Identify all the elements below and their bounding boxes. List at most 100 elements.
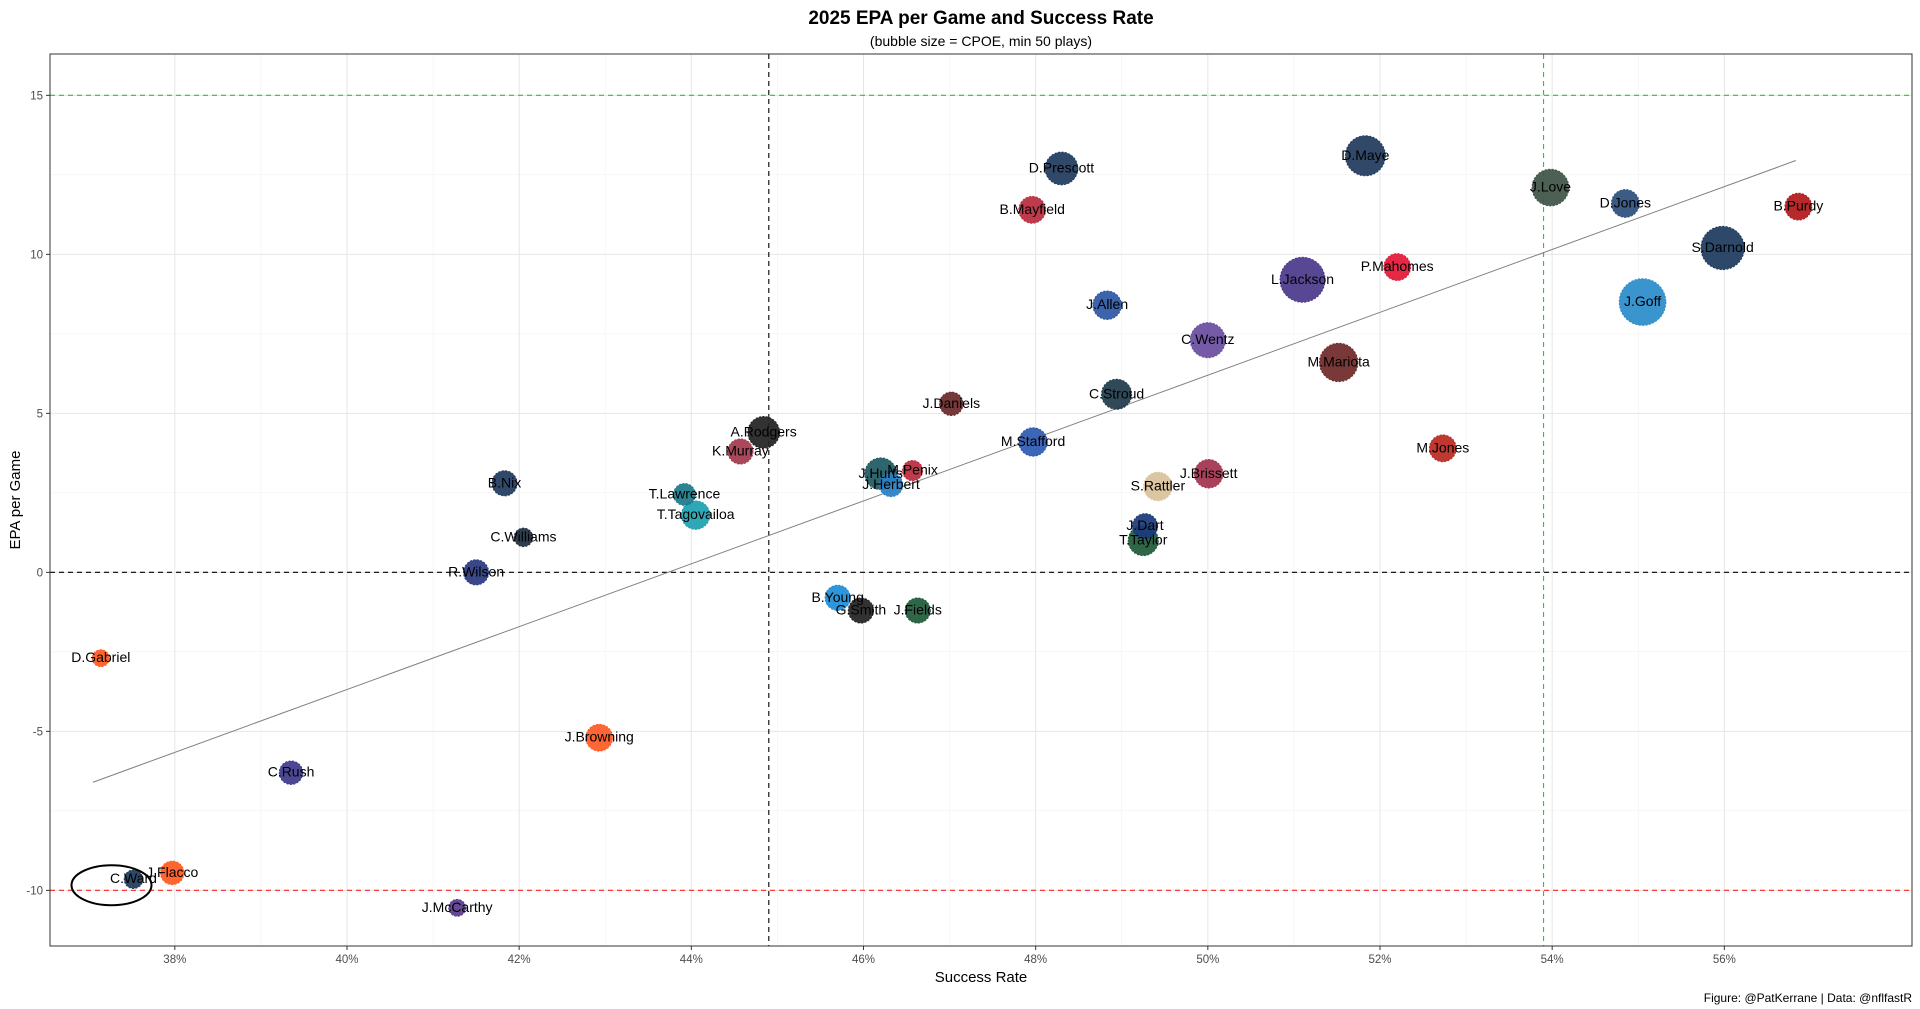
x-axis: 38% 40% 42% 44% 46% 48% 50% 52% 54% 56% xyxy=(163,946,1736,966)
player-label: B.Young xyxy=(811,589,863,605)
x-tick-label: 50% xyxy=(1196,954,1219,966)
player-label: T.Lawrence xyxy=(649,485,721,501)
bubble-c-ward xyxy=(123,869,144,889)
player-label: C.Stroud xyxy=(1089,385,1144,401)
trend-line xyxy=(92,160,1796,783)
x-tick-label: 44% xyxy=(680,954,703,966)
player-label: G.Smith xyxy=(836,602,887,618)
bubble-r-wilson xyxy=(463,559,490,586)
bubble-s-rattler xyxy=(1143,471,1173,502)
player-label: D.Gabriel xyxy=(71,649,130,665)
y-tick-label: -10 xyxy=(26,885,43,897)
bubble-b-mayfield xyxy=(1018,195,1047,224)
player-label: A.Rodgers xyxy=(731,423,797,439)
player-label: J.Hurts xyxy=(859,465,903,481)
bubble-g-smith xyxy=(847,597,874,624)
bubble-c-williams xyxy=(513,527,534,548)
player-label: T.Taylor xyxy=(1119,532,1168,548)
bubble-b-nix xyxy=(491,470,518,497)
x-tick-label: 42% xyxy=(508,954,531,966)
y-tick-label: -5 xyxy=(33,726,43,738)
player-label: J.Browning xyxy=(565,729,634,745)
player-label: S.Rattler xyxy=(1131,477,1186,493)
x-tick-label: 56% xyxy=(1713,954,1736,966)
bubble-m-penix xyxy=(901,459,924,482)
y-axis-label: EPA per Game xyxy=(7,451,24,550)
bubble-j-browning xyxy=(585,723,614,752)
bubble-d-maye xyxy=(1344,135,1386,177)
player-label: J.Allen xyxy=(1086,296,1128,312)
player-label: D.Maye xyxy=(1341,147,1389,163)
player-label: J.Daniels xyxy=(923,395,981,411)
bubble-j-goff xyxy=(1618,278,1667,326)
y-tick-label: 15 xyxy=(30,90,43,102)
trend-line-group xyxy=(92,160,1796,783)
player-label: S.Darnold xyxy=(1691,239,1753,255)
bubble-j-brissett xyxy=(1193,459,1224,489)
plot-panel-border xyxy=(49,53,1913,947)
x-tick-label: 38% xyxy=(163,954,186,966)
plot-panel xyxy=(50,54,1912,946)
bubble-j-daniels xyxy=(939,391,964,417)
player-label: J.Herbert xyxy=(862,476,920,492)
bubble-j-dart xyxy=(1131,513,1159,540)
y-tick-label: 10 xyxy=(30,249,43,261)
chart-subtitle: (bubble size = CPOE, min 50 plays) xyxy=(870,33,1092,49)
player-label: C.Williams xyxy=(490,528,556,544)
player-label: J.Dart xyxy=(1126,517,1163,533)
bubble-j-love xyxy=(1531,168,1570,207)
bubble-d-prescott xyxy=(1044,151,1079,186)
bubble-t-tagovailoa xyxy=(680,500,711,530)
player-label: M.Stafford xyxy=(1001,433,1065,449)
bubble-l-jackson xyxy=(1279,256,1326,303)
player-label: M.Jones xyxy=(1416,439,1469,455)
player-label: L.Jackson xyxy=(1271,271,1334,287)
player-label: J.Fields xyxy=(894,602,942,618)
bubbles xyxy=(91,135,1813,917)
player-label: T.Tagovailoa xyxy=(657,506,735,522)
x-tick-label: 46% xyxy=(852,954,875,966)
player-label: D.Jones xyxy=(1600,194,1651,210)
player-label: J.Brissett xyxy=(1180,465,1238,481)
player-label: J.Goff xyxy=(1624,293,1661,309)
player-label: M.Mariota xyxy=(1308,353,1370,369)
x-tick-label: 52% xyxy=(1368,954,1391,966)
bubble-m-mariota xyxy=(1319,342,1359,383)
player-label: B.Nix xyxy=(488,474,521,490)
x-tick-label: 54% xyxy=(1541,954,1564,966)
player-label: C.Rush xyxy=(268,764,315,780)
player-label: D.Prescott xyxy=(1029,159,1094,175)
player-labels: D.Maye D.Prescott J.Love D.Jones B.Purdy B.Ma… xyxy=(71,147,1823,915)
chart-title: 2025 EPA per Game and Success Rate xyxy=(808,8,1153,29)
bubble-d-gabriel xyxy=(91,649,110,668)
bubble-k-murray xyxy=(727,438,754,465)
grid-minor xyxy=(50,54,1912,946)
highlight-ellipse xyxy=(70,864,153,907)
y-axis: -10 -5 0 5 10 15 xyxy=(26,90,50,897)
bubble-s-darnold xyxy=(1700,225,1745,271)
player-label: C.Wentz xyxy=(1181,331,1234,347)
bubble-c-stroud xyxy=(1101,378,1133,410)
y-tick-label: 5 xyxy=(37,408,43,420)
player-label: J.Love xyxy=(1530,179,1571,195)
x-axis-label: Success Rate xyxy=(935,969,1028,986)
bubble-j-allen xyxy=(1092,290,1122,320)
bubble-d-jones xyxy=(1610,189,1640,218)
bubble-a-rodgers xyxy=(747,416,781,449)
bubble-b-purdy xyxy=(1784,192,1813,221)
bubble-c-rush xyxy=(278,760,304,785)
player-label: B.Mayfield xyxy=(1000,201,1065,217)
bubble-p-mahomes xyxy=(1383,253,1412,281)
bubble-j-flacco xyxy=(159,860,185,886)
player-label: J.McCarthy xyxy=(422,899,493,915)
bubble-m-stafford xyxy=(1018,427,1048,457)
player-label: J.Flacco xyxy=(146,864,198,880)
bubble-m-jones xyxy=(1428,434,1457,463)
player-label: M.Penix xyxy=(887,462,938,478)
x-tick-label: 40% xyxy=(335,954,358,966)
bubble-c-wentz xyxy=(1189,322,1226,359)
highlight-group xyxy=(70,864,153,907)
bubble-j-mccarthy xyxy=(448,898,467,917)
player-label: K.Murray xyxy=(712,443,769,459)
